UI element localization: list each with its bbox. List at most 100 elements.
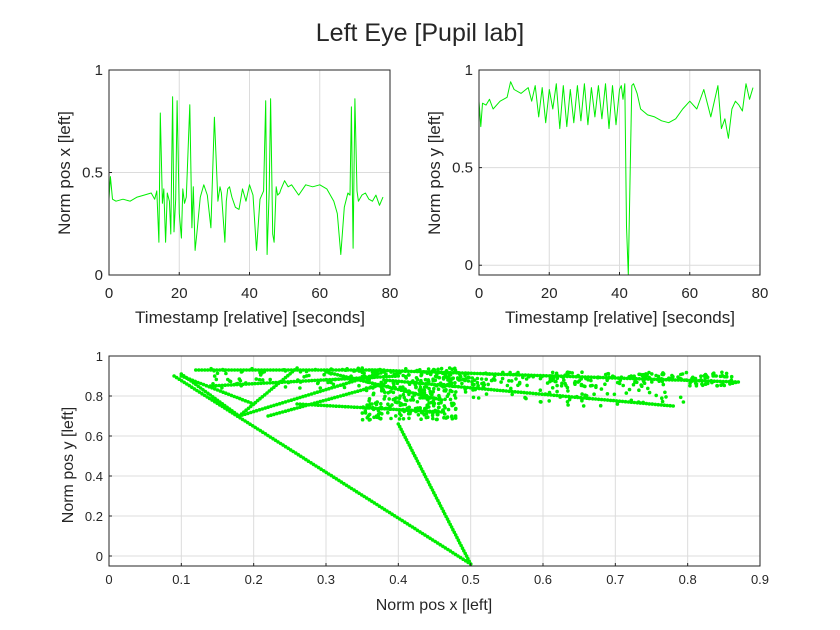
- gaze-point: [286, 380, 291, 385]
- gaze-point: [397, 408, 402, 413]
- gaze-point: [688, 383, 692, 388]
- gaze-point: [508, 370, 512, 375]
- gaze-xtick-label: 0.8: [679, 572, 697, 587]
- gaze-point: [442, 404, 447, 408]
- gaze-point: [310, 378, 314, 383]
- gaze-point: [335, 373, 340, 377]
- gaze-point: [212, 374, 217, 378]
- gaze-point: [596, 397, 601, 402]
- gaze-ytick-label: 0.4: [85, 469, 103, 484]
- time-x-ytick-label: 0: [95, 267, 103, 284]
- gaze-point: [292, 407, 297, 411]
- gaze-point: [268, 435, 273, 439]
- gaze-point: [386, 384, 390, 389]
- gaze-point: [344, 375, 349, 379]
- gaze-point: [226, 368, 231, 372]
- gaze-point: [202, 393, 207, 398]
- gaze-point: [214, 383, 218, 388]
- gaze-point: [204, 383, 209, 388]
- gaze-point: [646, 386, 650, 391]
- gaze-point: [364, 496, 369, 500]
- gaze-point: [399, 388, 404, 393]
- gaze-point: [379, 405, 383, 410]
- gaze-point: [406, 411, 411, 416]
- gaze-point: [386, 391, 391, 395]
- time-x-xtick-label: 60: [311, 285, 328, 302]
- gaze-point: [298, 386, 302, 390]
- gaze-point: [581, 396, 586, 400]
- time-x-ytick-label: 0.5: [82, 165, 103, 182]
- gaze-point: [432, 396, 436, 401]
- gaze-point: [404, 367, 408, 371]
- gaze-point: [275, 411, 279, 416]
- gaze-point: [423, 406, 427, 411]
- gaze-xtick-label: 0.6: [534, 572, 552, 587]
- gaze-point: [397, 417, 402, 421]
- gaze-point: [596, 375, 600, 380]
- gaze-point: [516, 383, 520, 388]
- gaze-point: [688, 381, 692, 385]
- gaze-point: [251, 402, 256, 406]
- gaze-point: [356, 389, 360, 394]
- gaze-point: [661, 382, 666, 387]
- gaze-point: [212, 387, 217, 391]
- gaze-point: [371, 386, 375, 390]
- gaze-point: [423, 533, 427, 537]
- gaze-point: [244, 381, 248, 385]
- gaze-point: [344, 392, 349, 397]
- gaze-point: [324, 387, 328, 392]
- gaze-point: [385, 509, 389, 513]
- gaze-point: [589, 378, 593, 383]
- gaze-point: [430, 369, 435, 374]
- gaze-point: [203, 368, 207, 372]
- gaze-point: [275, 402, 279, 407]
- gaze-point: [554, 371, 559, 376]
- gaze-point: [456, 377, 460, 381]
- gaze-point: [335, 384, 340, 388]
- gaze-point: [549, 374, 553, 378]
- time-y-xtick-label: 0: [475, 285, 483, 302]
- gaze-point: [601, 375, 606, 380]
- gaze-point: [229, 383, 233, 387]
- gaze-point: [257, 408, 262, 412]
- gaze-point: [315, 381, 320, 386]
- gaze-point: [355, 405, 360, 410]
- gaze-point: [344, 381, 349, 386]
- gaze-point: [650, 372, 654, 376]
- gaze-point: [256, 381, 260, 386]
- time-y-plot-ylabel: Norm pos y [left]: [425, 111, 444, 235]
- gaze-point: [466, 379, 471, 383]
- gaze-point: [295, 396, 299, 401]
- gaze-point: [347, 391, 351, 396]
- gaze-point: [617, 381, 622, 386]
- gaze-point: [307, 368, 312, 372]
- gaze-point: [471, 388, 475, 392]
- gaze-point: [413, 380, 418, 385]
- gaze-point: [429, 382, 434, 387]
- gaze-point: [393, 400, 398, 404]
- gaze-point: [211, 382, 215, 386]
- gaze-point: [190, 378, 195, 383]
- gaze-point: [439, 400, 443, 405]
- gaze-point: [258, 373, 263, 377]
- gaze-point: [383, 394, 387, 399]
- time-y-xtick-label: 20: [541, 285, 558, 302]
- gaze-point: [447, 519, 451, 524]
- gaze-point: [562, 378, 566, 383]
- gaze-point: [411, 379, 415, 383]
- gaze-point: [298, 395, 302, 400]
- gaze-point: [589, 375, 594, 380]
- gaze-point: [513, 390, 517, 394]
- gaze-point: [250, 366, 254, 371]
- gaze-point: [442, 415, 446, 420]
- gaze-point: [194, 368, 198, 372]
- gaze-point: [422, 391, 427, 395]
- gaze-point: [615, 402, 620, 406]
- gaze-point: [509, 386, 513, 391]
- gaze-point: [449, 401, 454, 406]
- gaze-point: [444, 369, 449, 373]
- gaze-point: [440, 506, 444, 511]
- gaze-point: [401, 407, 406, 412]
- gaze-point: [446, 392, 451, 396]
- gaze-point: [272, 403, 276, 408]
